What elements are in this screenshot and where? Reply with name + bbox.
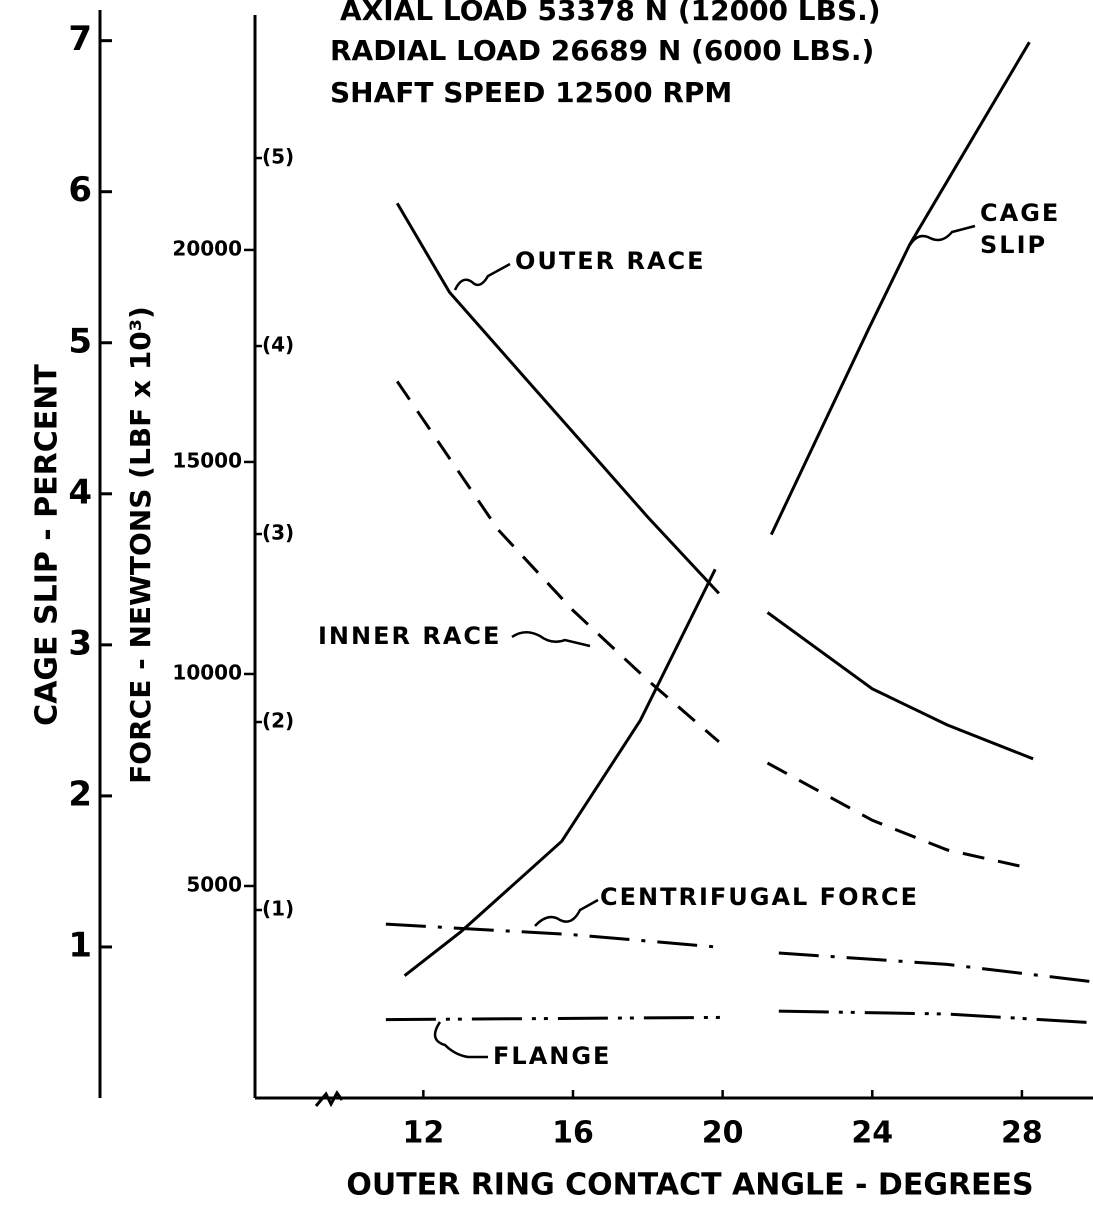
series-label: INNER RACE xyxy=(318,622,501,650)
y-tick-label: 1 xyxy=(68,925,92,965)
series-label: CAGE SLIP xyxy=(980,199,1060,259)
y2-tick-label: 10000 xyxy=(172,660,242,684)
y-tick-label: 4 xyxy=(68,472,92,512)
lbf-tick-label: (1) xyxy=(262,897,294,921)
y2-tick-label: 20000 xyxy=(172,236,242,260)
lbf-tick-label: (5) xyxy=(262,145,294,169)
subtitle: SHAFT SPEED 12500 RPM xyxy=(330,76,732,109)
x-tick-label: 16 xyxy=(552,1116,594,1151)
x-tick-label: 20 xyxy=(702,1116,744,1151)
series-line xyxy=(395,380,1034,871)
subtitle: RADIAL LOAD 26689 N (6000 LBS.) xyxy=(330,34,874,67)
series-line xyxy=(385,1009,1090,1024)
axis-break xyxy=(314,1090,344,1108)
y-axis-label: CAGE SLIP - PERCENT xyxy=(30,364,65,726)
x-tick-label: 28 xyxy=(1001,1116,1043,1151)
y2-tick-label: 5000 xyxy=(186,872,242,896)
subtitle: AXIAL LOAD 53378 N (12000 LBS.) xyxy=(340,0,881,27)
y2-axis-label: FORCE - NEWTONS (LBF x 10³) xyxy=(124,306,157,784)
annotation-leader xyxy=(511,631,591,648)
annotation-leader xyxy=(453,262,511,291)
y-tick-label: 2 xyxy=(68,774,92,814)
y-tick-label: 6 xyxy=(68,170,92,210)
lbf-tick-label: (4) xyxy=(262,333,294,357)
annotation-leader xyxy=(433,1021,488,1059)
annotation-leader xyxy=(908,224,976,246)
y-tick-label: 5 xyxy=(68,321,92,361)
series-line xyxy=(395,202,1034,761)
annotation-leader xyxy=(534,898,599,927)
series-label: CENTRIFUGAL FORCE xyxy=(600,883,919,911)
y-tick-label: 3 xyxy=(68,623,92,663)
series-line xyxy=(403,41,1031,977)
series-line xyxy=(385,922,1090,983)
x-tick-label: 12 xyxy=(402,1116,444,1151)
x-axis-label: OUTER RING CONTACT ANGLE - DEGREES xyxy=(346,1168,1033,1203)
series-label: FLANGE xyxy=(493,1042,611,1070)
lbf-tick-label: (3) xyxy=(262,521,294,545)
lbf-tick-label: (2) xyxy=(262,709,294,733)
y-tick-label: 7 xyxy=(68,19,92,59)
x-tick-label: 24 xyxy=(851,1116,893,1151)
y2-tick-label: 15000 xyxy=(172,448,242,472)
series-label: OUTER RACE xyxy=(515,247,706,275)
